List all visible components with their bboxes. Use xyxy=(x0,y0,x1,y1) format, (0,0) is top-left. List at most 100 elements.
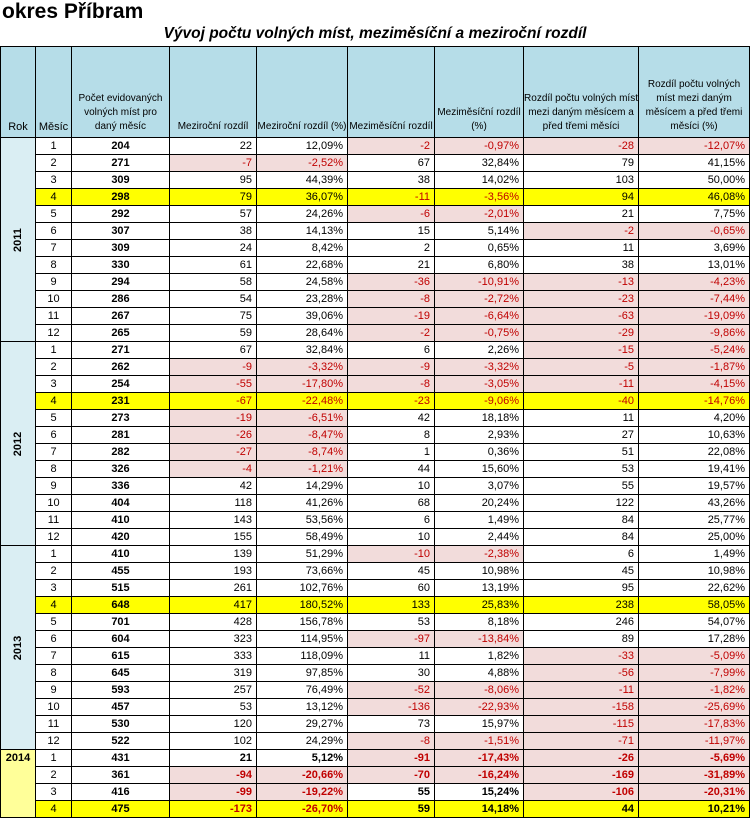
cell-mezimesicni-pct: 15,97% xyxy=(434,715,524,733)
header-mezirocni-pct: Meziroční rozdíl (%) xyxy=(256,46,348,138)
cell-rozdil-3m-pct: 17,28% xyxy=(638,630,750,648)
cell-mesic: 8 xyxy=(35,664,72,682)
cell-mezirocni-pct: 114,95% xyxy=(256,630,348,648)
header-rok: Rok xyxy=(0,46,36,138)
cell-mesic: 10 xyxy=(35,698,72,716)
table-row: 4 231 -67 -22,48% -23 -9,06% -40 -14,76% xyxy=(1,392,750,410)
cell-mezimesicni-pct: 5,14% xyxy=(434,222,524,240)
cell-mezirocni: 257 xyxy=(169,681,257,699)
cell-rozdil-3m: -26 xyxy=(523,749,639,767)
cell-mesic: 2 xyxy=(35,154,72,172)
cell-rozdil-3m: -71 xyxy=(523,732,639,750)
cell-mezimesicni-pct: -13,84% xyxy=(434,630,524,648)
cell-rozdil-3m: 44 xyxy=(523,800,639,818)
table-row: 3 254 -55 -17,80% -8 -3,05% -11 -4,15% xyxy=(1,375,750,393)
cell-mezimesicni: -11 xyxy=(347,188,435,206)
cell-mezirocni-pct: -1,21% xyxy=(256,460,348,478)
cell-mezimesicni: -19 xyxy=(347,307,435,325)
cell-mezirocni: 75 xyxy=(169,307,257,325)
cell-mesic: 1 xyxy=(35,749,72,767)
table-row: 11 410 143 53,56% 6 1,49% 84 25,77% xyxy=(1,511,750,529)
cell-pocet: 431 xyxy=(71,749,170,767)
cell-rozdil-3m-pct: 10,98% xyxy=(638,562,750,580)
cell-mezirocni-pct: 24,29% xyxy=(256,732,348,750)
cell-mezirocni: 38 xyxy=(169,222,257,240)
table-row: 3 309 95 44,39% 38 14,02% 103 50,00% xyxy=(1,171,750,189)
header-rozdil-3m: Rozdíl počtu volných míst mezi daným měs… xyxy=(523,46,639,138)
cell-pocet: 330 xyxy=(71,256,170,274)
cell-rozdil-3m-pct: -1,82% xyxy=(638,681,750,699)
table-row: 12 522 102 24,29% -8 -1,51% -71 -11,97% xyxy=(1,732,750,750)
table-row: 8 330 61 22,68% 21 6,80% 38 13,01% xyxy=(1,256,750,274)
cell-mezimesicni: 55 xyxy=(347,783,435,801)
cell-rozdil-3m: -169 xyxy=(523,766,639,784)
cell-mesic: 12 xyxy=(35,324,72,342)
table-row: 12 265 59 28,64% -2 -0,75% -29 -9,86% xyxy=(1,324,750,342)
header-mezimesicni: Meziměsíční rozdíl xyxy=(347,46,435,138)
cell-mezimesicni-pct: -10,91% xyxy=(434,273,524,291)
cell-mezirocni: 193 xyxy=(169,562,257,580)
cell-pocet: 298 xyxy=(71,188,170,206)
cell-mesic: 11 xyxy=(35,715,72,733)
cell-pocet: 604 xyxy=(71,630,170,648)
cell-mesic: 10 xyxy=(35,494,72,512)
cell-rozdil-3m-pct: -25,69% xyxy=(638,698,750,716)
year-cell: 2012 xyxy=(0,341,36,546)
cell-mezimesicni: -2 xyxy=(347,137,435,155)
cell-pocet: 416 xyxy=(71,783,170,801)
cell-pocet: 593 xyxy=(71,681,170,699)
cell-mezimesicni-pct: 13,19% xyxy=(434,579,524,597)
cell-rozdil-3m-pct: 10,63% xyxy=(638,426,750,444)
cell-mezimesicni-pct: 15,60% xyxy=(434,460,524,478)
cell-mesic: 2 xyxy=(35,562,72,580)
cell-mezirocni: 323 xyxy=(169,630,257,648)
cell-rozdil-3m: -15 xyxy=(523,341,639,359)
cell-mesic: 4 xyxy=(35,596,72,614)
cell-pocet: 410 xyxy=(71,511,170,529)
cell-rozdil-3m-pct: -7,44% xyxy=(638,290,750,308)
cell-pocet: 404 xyxy=(71,494,170,512)
cell-mezimesicni-pct: -2,01% xyxy=(434,205,524,223)
year-label: 2014 xyxy=(5,752,31,764)
cell-mezimesicni-pct: -2,72% xyxy=(434,290,524,308)
cell-pocet: 204 xyxy=(71,137,170,155)
table-row: 6 281 -26 -8,47% 8 2,93% 27 10,63% xyxy=(1,426,750,444)
cell-mezimesicni-pct: -3,32% xyxy=(434,358,524,376)
cell-mezimesicni-pct: -22,93% xyxy=(434,698,524,716)
cell-mezimesicni-pct: 20,24% xyxy=(434,494,524,512)
cell-mezirocni-pct: -19,22% xyxy=(256,783,348,801)
cell-mezirocni-pct: 14,29% xyxy=(256,477,348,495)
cell-mesic: 4 xyxy=(35,800,72,818)
cell-rozdil-3m: 45 xyxy=(523,562,639,580)
cell-mezirocni-pct: 24,26% xyxy=(256,205,348,223)
cell-mezimesicni: -6 xyxy=(347,205,435,223)
cell-rozdil-3m: 89 xyxy=(523,630,639,648)
cell-mezirocni-pct: 13,12% xyxy=(256,698,348,716)
cell-mezimesicni: -8 xyxy=(347,375,435,393)
cell-mezimesicni-pct: 14,02% xyxy=(434,171,524,189)
cell-mezirocni-pct: 39,06% xyxy=(256,307,348,325)
cell-rozdil-3m: 51 xyxy=(523,443,639,461)
cell-mezimesicni: 10 xyxy=(347,528,435,546)
cell-rozdil-3m-pct: -9,86% xyxy=(638,324,750,342)
cell-rozdil-3m: -23 xyxy=(523,290,639,308)
cell-mezirocni: 21 xyxy=(169,749,257,767)
cell-pocet: 645 xyxy=(71,664,170,682)
cell-mezirocni: 79 xyxy=(169,188,257,206)
table-row: 9 294 58 24,58% -36 -10,91% -13 -4,23% xyxy=(1,273,750,291)
cell-rozdil-3m: -33 xyxy=(523,647,639,665)
cell-mezimesicni: 44 xyxy=(347,460,435,478)
cell-mesic: 7 xyxy=(35,647,72,665)
cell-mezimesicni-pct: -0,97% xyxy=(434,137,524,155)
cell-mezirocni: -94 xyxy=(169,766,257,784)
cell-mezimesicni-pct: 2,93% xyxy=(434,426,524,444)
cell-mezirocni-pct: 5,12% xyxy=(256,749,348,767)
cell-mezirocni-pct: 41,26% xyxy=(256,494,348,512)
cell-rozdil-3m: -2 xyxy=(523,222,639,240)
cell-rozdil-3m-pct: 50,00% xyxy=(638,171,750,189)
cell-pocet: 267 xyxy=(71,307,170,325)
cell-mezimesicni-pct: 25,83% xyxy=(434,596,524,614)
cell-mezimesicni-pct: -8,06% xyxy=(434,681,524,699)
cell-mezirocni: 95 xyxy=(169,171,257,189)
cell-rozdil-3m-pct: -14,76% xyxy=(638,392,750,410)
